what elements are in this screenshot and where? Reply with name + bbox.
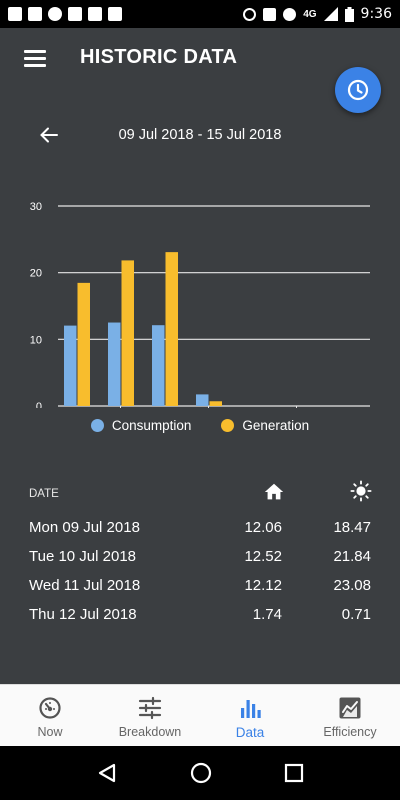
system-back-icon[interactable] — [96, 762, 118, 784]
clock-time: 9:36 — [360, 6, 392, 22]
nav-now[interactable]: Now — [0, 685, 100, 746]
system-home-icon[interactable] — [189, 761, 213, 785]
bar-consumption — [64, 325, 77, 406]
bar-generation — [121, 260, 134, 406]
history-button[interactable] — [335, 67, 381, 113]
notification-icon — [8, 7, 22, 21]
y-tick-label: 10 — [30, 334, 42, 346]
table-row[interactable]: Thu 12 Jul 2018 1.74 0.71 — [0, 601, 400, 630]
system-navigation-bar — [0, 746, 400, 800]
network-type: 4G — [303, 8, 317, 20]
signal-icon — [323, 7, 338, 21]
menu-icon[interactable] — [24, 50, 46, 67]
row-date: Tue 10 Jul 2018 — [29, 548, 137, 565]
home-icon — [264, 483, 284, 500]
clock-icon — [347, 79, 369, 101]
notification-icon — [28, 7, 42, 21]
notification-icons — [8, 7, 122, 21]
date-range-row: 09 Jul 2018 - 15 Jul 2018 — [0, 120, 400, 150]
back-arrow-icon[interactable] — [38, 124, 60, 146]
page-title: HISTORIC DATA — [80, 46, 238, 68]
data-table: DATE Mon 09 Jul 2018 12.06 18.47 Tue 10 … — [0, 478, 400, 630]
alarm-icon — [283, 7, 297, 21]
bar-generation — [165, 252, 178, 406]
notification-icon — [108, 7, 122, 21]
row-generation: 23.08 — [333, 577, 371, 594]
row-date: Thu 12 Jul 2018 — [29, 606, 137, 623]
table-header: DATE — [0, 478, 400, 514]
nav-data[interactable]: Data — [200, 685, 300, 746]
sliders-icon — [138, 696, 162, 720]
row-generation: 18.47 — [333, 519, 371, 536]
notification-icon — [68, 7, 82, 21]
table-row[interactable]: Tue 10 Jul 2018 12.52 21.84 — [0, 543, 400, 572]
row-consumption: 12.12 — [244, 577, 282, 594]
hotspot-icon — [243, 7, 257, 21]
app-bar: HISTORIC DATA — [0, 28, 400, 88]
system-recents-icon[interactable] — [284, 763, 304, 783]
row-generation: 0.71 — [341, 606, 371, 623]
bar-consumption — [108, 322, 121, 406]
y-tick-label: 20 — [30, 268, 42, 280]
nav-label: Breakdown — [118, 725, 182, 739]
legend-generation[interactable]: Generation — [221, 418, 309, 433]
legend-consumption[interactable]: Consumption — [90, 418, 192, 433]
nav-efficiency[interactable]: Efficiency — [300, 685, 400, 746]
row-consumption: 1.74 — [252, 606, 282, 623]
date-range: 09 Jul 2018 - 15 Jul 2018 — [118, 127, 282, 143]
chart-legend: Consumption Generation — [0, 418, 400, 433]
bar-consumption — [196, 394, 209, 406]
notification-icon — [88, 7, 102, 21]
speedometer-icon — [39, 697, 61, 719]
nav-label: Data — [235, 725, 265, 740]
bottom-navigation: Now Breakdown Data Efficiency — [0, 684, 400, 746]
date-column-header: DATE — [29, 488, 59, 500]
nav-label: Efficiency — [323, 725, 377, 739]
row-date: Mon 09 Jul 2018 — [29, 519, 140, 536]
nav-breakdown[interactable]: Breakdown — [100, 685, 200, 746]
battery-icon — [344, 6, 354, 22]
bar-chart-icon — [241, 700, 261, 718]
vibrate-icon — [263, 7, 277, 21]
bar-consumption — [152, 325, 165, 406]
generation-swatch — [221, 419, 235, 432]
sun-icon — [350, 480, 372, 502]
row-date: Wed 11 Jul 2018 — [29, 577, 141, 594]
table-row[interactable]: Mon 09 Jul 2018 12.06 18.47 — [0, 514, 400, 543]
historic-bar-chart: 0102030TueThuSat — [30, 201, 370, 408]
notification-icon — [48, 7, 62, 21]
bar-generation — [209, 401, 222, 406]
app-content: HISTORIC DATA 09 Jul 2018 - 15 Jul 2018 … — [0, 28, 400, 684]
status-bar: 4G 9:36 — [0, 0, 400, 28]
bar-generation — [77, 282, 90, 406]
nav-label: Now — [37, 725, 63, 739]
consumption-swatch — [90, 419, 104, 432]
table-row[interactable]: Wed 11 Jul 2018 12.12 23.08 — [0, 572, 400, 601]
row-consumption: 12.52 — [244, 548, 282, 565]
legend-generation-label: Generation — [242, 418, 310, 433]
row-generation: 21.84 — [333, 548, 371, 565]
row-consumption: 12.06 — [244, 519, 282, 536]
legend-consumption-label: Consumption — [111, 418, 192, 433]
y-tick-label: 30 — [30, 201, 42, 213]
trend-chart-icon — [339, 697, 361, 719]
y-tick-label: 0 — [36, 401, 42, 408]
